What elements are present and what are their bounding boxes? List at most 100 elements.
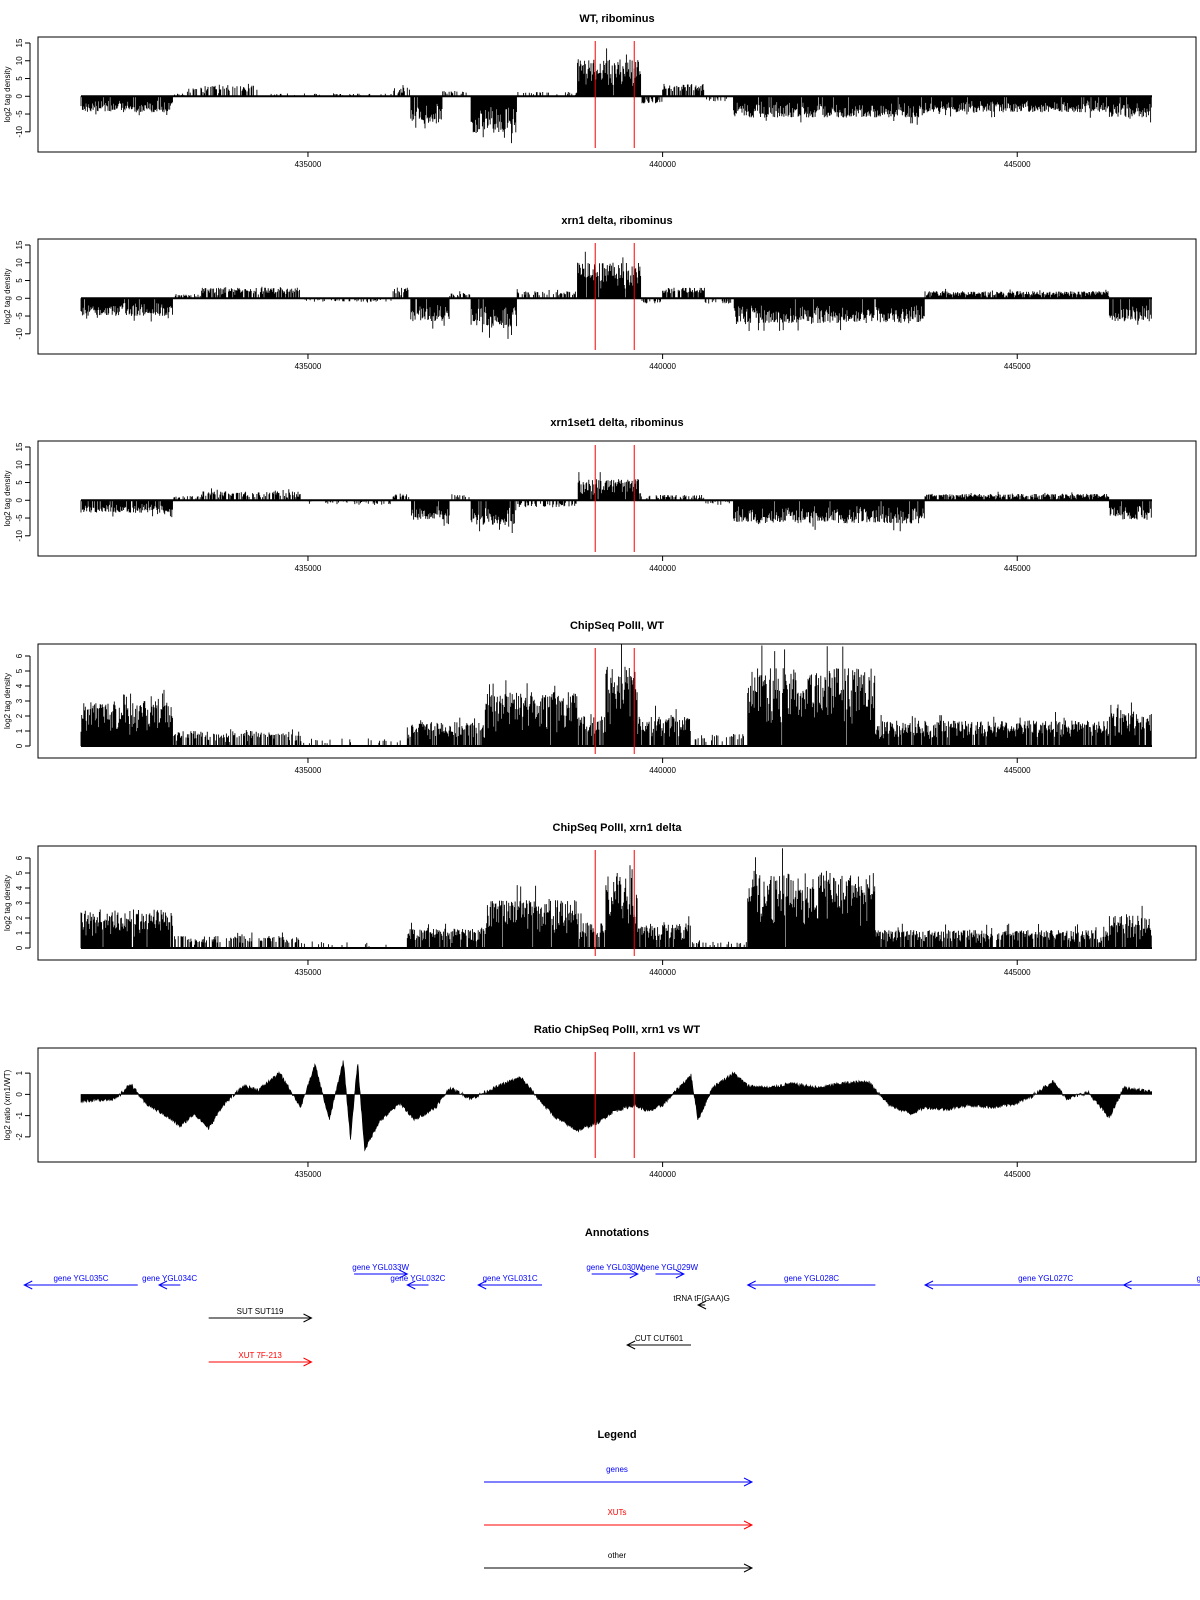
- annotation-feature: gene YGL033W: [352, 1263, 410, 1279]
- annotation-feature: gene YGL030W: [586, 1263, 644, 1279]
- annotation-feature: gene YGL029W: [641, 1263, 699, 1279]
- annotation-label: gene YGL030W: [586, 1263, 643, 1272]
- plot-area: [80, 644, 1152, 754]
- annotation-label: gene YGL033W: [352, 1263, 409, 1272]
- legend-entry-xuts: XUTs: [484, 1508, 754, 1530]
- y-tick-label: 5: [15, 76, 24, 81]
- x-axis: 435000 440000 445000: [295, 353, 1031, 371]
- legend-entry-genes: genes: [484, 1465, 754, 1487]
- x-tick-label: 445000: [1004, 362, 1031, 371]
- y-tick-label: 10: [15, 56, 24, 65]
- annotation-label: CUT CUT601: [635, 1334, 684, 1343]
- x-tick-label: 445000: [1004, 968, 1031, 977]
- x-tick-label: 435000: [295, 362, 322, 371]
- y-tick-label: 4: [15, 885, 24, 890]
- plot-area: [80, 243, 1152, 350]
- x-tick-label: 445000: [1004, 766, 1031, 775]
- chart-panel-chipseq-wt: ChipSeq PolII, WT 0 1 2 3 4 5 6 log2 tag density…: [3, 620, 1197, 775]
- y-axis: -10 -5 0 5 10 15 log2 tag density: [3, 38, 31, 138]
- signal-bars-positive: [80, 848, 1152, 948]
- y-axis-label: log2 tag density: [3, 66, 12, 122]
- signal-bars-negative: [80, 96, 1152, 144]
- arrow-head: [1122, 1280, 1132, 1290]
- legend-title: Legend: [597, 1429, 636, 1441]
- y-axis-label: log2 tag density: [3, 673, 12, 729]
- y-tick-label: 1: [15, 728, 24, 733]
- chart-title: xrn1set1 delta, ribominus: [550, 417, 683, 429]
- y-tick-label: -5: [15, 312, 24, 320]
- annotation-feature: CUT CUT601: [626, 1334, 691, 1350]
- legend-entry-other: other: [484, 1551, 754, 1573]
- y-axis-label: log2 tag density: [3, 268, 12, 324]
- legend-label: XUTs: [607, 1508, 626, 1517]
- y-tick-label: 5: [15, 870, 24, 875]
- y-axis: 0 1 2 3 4 5 6 log2 tag density: [3, 855, 31, 950]
- y-tick-label: 0: [15, 945, 24, 950]
- arrow-head: [746, 1280, 756, 1290]
- annotation-feature: gene YGL031C: [477, 1274, 543, 1290]
- annotation-label: gene YGL027C: [1018, 1274, 1073, 1283]
- chart-title: xrn1 delta, ribominus: [561, 215, 672, 227]
- arrow-head: [399, 1269, 409, 1279]
- y-tick-label: 15: [15, 38, 24, 47]
- annotation-feature: tRNA tF(GAA)G: [673, 1294, 730, 1310]
- x-tick-label: 445000: [1004, 564, 1031, 573]
- arrow-head: [743, 1477, 754, 1487]
- annotation-label: gene YGL028C: [784, 1274, 839, 1283]
- x-tick-label: 435000: [295, 564, 322, 573]
- y-axis: -10 -5 0 5 10 15 log2 tag density: [3, 240, 31, 340]
- annotation-label: gene YGL034C: [142, 1274, 197, 1283]
- x-tick-label: 445000: [1004, 1170, 1031, 1179]
- y-axis-label: log2 tag density: [3, 875, 12, 931]
- x-axis: 435000 440000 445000: [295, 555, 1031, 573]
- arrow-head: [303, 1357, 313, 1367]
- y-tick-label: 0: [15, 296, 24, 301]
- y-tick-label: 6: [15, 855, 24, 860]
- signal-bars-negative: [80, 500, 1152, 533]
- annotation-label: SUT SUT119: [237, 1307, 284, 1316]
- y-tick-label: -5: [15, 514, 24, 522]
- x-tick-label: 440000: [649, 362, 676, 371]
- legend: Legend genes XUTs other: [484, 1429, 754, 1573]
- y-tick-label: 5: [15, 668, 24, 673]
- plot-area: [80, 848, 1152, 956]
- y-tick-label: -10: [15, 327, 24, 339]
- y-tick-label: -1: [15, 1112, 24, 1120]
- y-tick-label: 15: [15, 240, 24, 249]
- annotation-feature: gene YGL035C: [23, 1274, 138, 1290]
- x-tick-label: 435000: [295, 1170, 322, 1179]
- y-tick-label: -5: [15, 110, 24, 118]
- y-tick-label: 0: [15, 94, 24, 99]
- annotation-label: gene YGL032C: [390, 1274, 445, 1283]
- y-tick-label: 5: [15, 278, 24, 283]
- annotations-panel: Annotations gene YGL035C gene YGL034C gene …: [23, 1227, 1200, 1367]
- arrow-head: [743, 1520, 754, 1530]
- x-axis: 435000 440000 445000: [295, 1161, 1031, 1179]
- y-tick-label: 3: [15, 900, 24, 905]
- y-axis-label: log2 ratio (xrn1/WT): [3, 1069, 12, 1140]
- y-axis: -10 -5 0 5 10 15 log2 tag density: [3, 442, 31, 542]
- y-tick-label: 10: [15, 460, 24, 469]
- signal-bars-positive: [174, 48, 705, 97]
- annotations-title: Annotations: [585, 1227, 649, 1239]
- annotation-feature: SUT SUT119: [208, 1307, 313, 1323]
- arrow-head: [157, 1280, 168, 1290]
- y-tick-label: 15: [15, 442, 24, 451]
- annotation-feature: gene YGL032C: [390, 1274, 446, 1290]
- y-tick-label: -10: [15, 125, 24, 137]
- arrow-head: [675, 1269, 685, 1279]
- chart-panel-xrn1set1-ribominus: xrn1set1 delta, ribominus -10 -5 0 5 10 15 log2…: [3, 417, 1197, 573]
- annotation-feature: gene YGL034C: [142, 1274, 197, 1290]
- annotation-label: XUT 7F-213: [238, 1351, 282, 1360]
- arrow-head: [406, 1280, 416, 1290]
- x-tick-label: 435000: [295, 968, 322, 977]
- arrow-head: [629, 1269, 639, 1279]
- y-tick-label: 1: [15, 1070, 24, 1075]
- arrow-head: [696, 1300, 707, 1310]
- arrow-head: [23, 1280, 33, 1290]
- y-tick-label: 10: [15, 258, 24, 267]
- chart-title: ChipSeq PolII, xrn1 delta: [553, 822, 683, 834]
- arrow-head: [477, 1280, 487, 1290]
- arrow-head: [626, 1340, 636, 1350]
